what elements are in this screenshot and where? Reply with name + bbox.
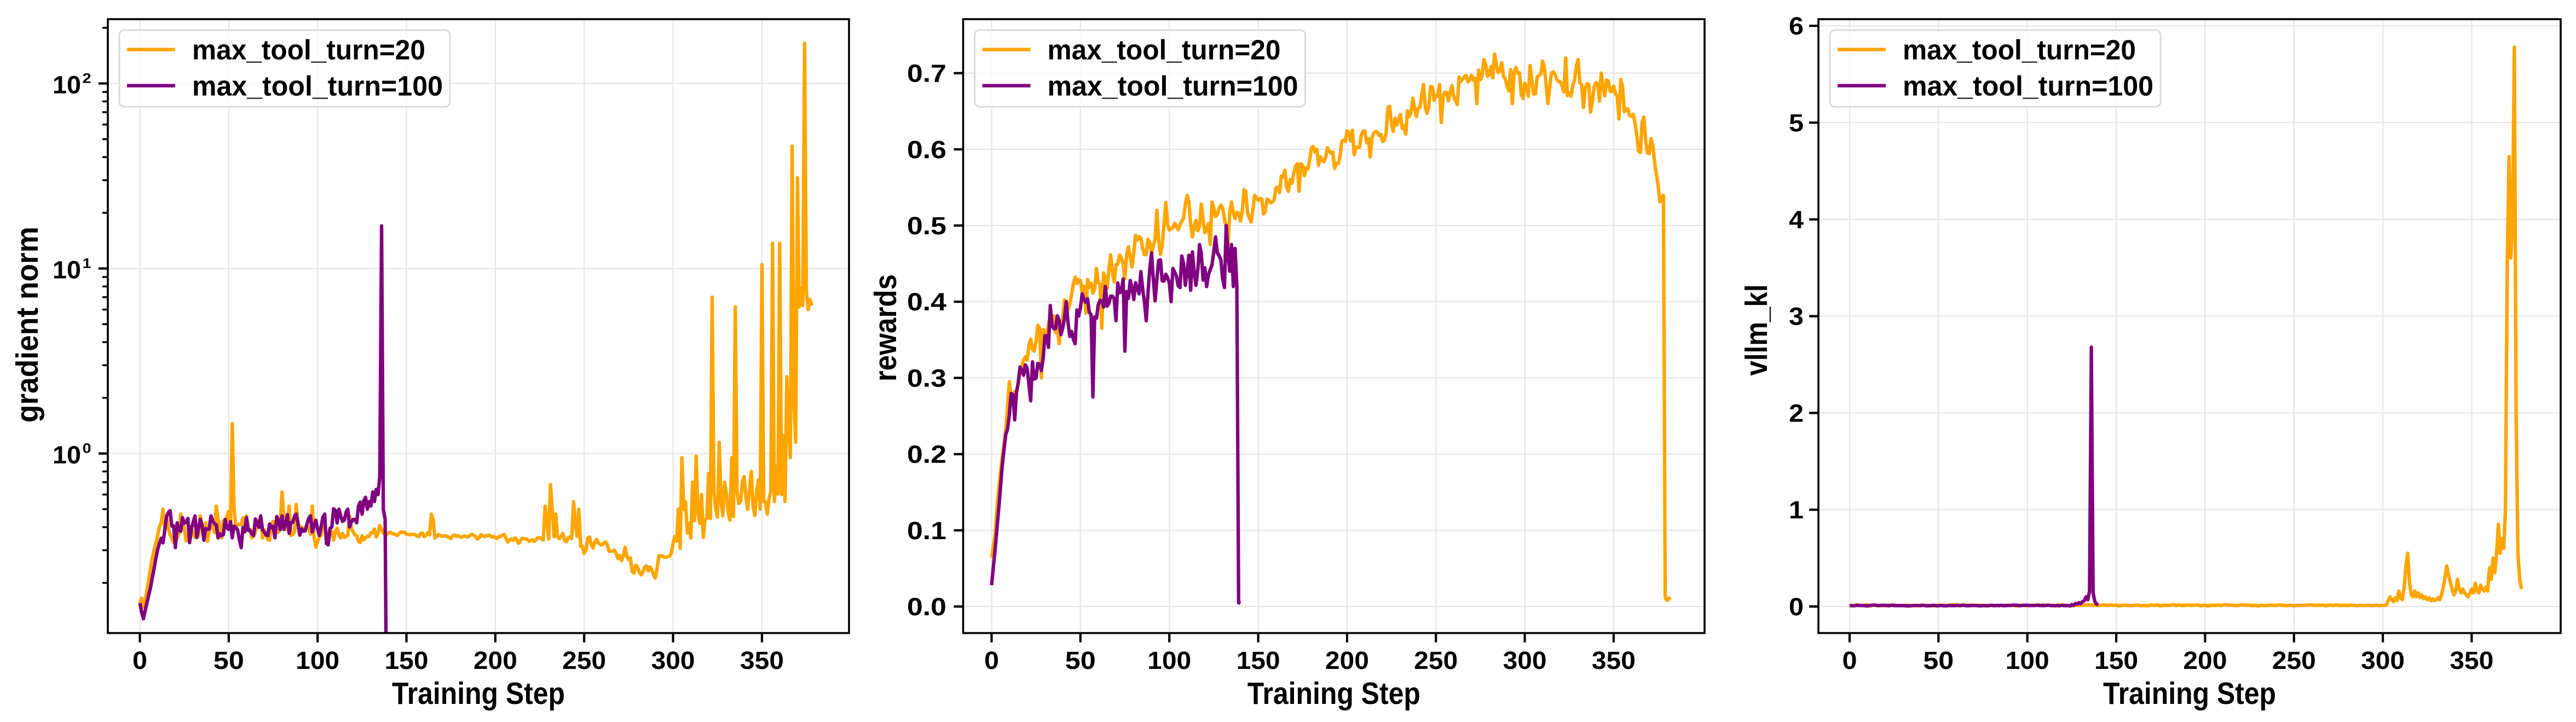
svg-text:150: 150 [385, 646, 429, 674]
svg-text:150: 150 [2094, 646, 2138, 674]
svg-text:0: 0 [83, 441, 91, 457]
svg-text:0.5: 0.5 [907, 212, 946, 240]
svg-text:0: 0 [1843, 646, 1857, 674]
svg-text:4: 4 [1789, 206, 1804, 234]
svg-text:max_tool_turn=100: max_tool_turn=100 [1903, 71, 2153, 102]
svg-text:250: 250 [562, 646, 606, 674]
svg-text:2: 2 [1789, 399, 1804, 427]
svg-text:100: 100 [1147, 646, 1191, 674]
svg-text:2: 2 [83, 71, 91, 86]
svg-text:0.6: 0.6 [907, 136, 946, 164]
svg-text:200: 200 [1325, 646, 1369, 674]
svg-text:0.1: 0.1 [907, 517, 946, 545]
svg-text:200: 200 [2183, 646, 2227, 674]
svg-text:50: 50 [213, 646, 244, 674]
svg-text:350: 350 [1592, 646, 1636, 674]
svg-text:350: 350 [2450, 646, 2493, 674]
svg-text:100: 100 [2006, 646, 2049, 674]
svg-text:vllm_kl: vllm_kl [1739, 285, 1774, 376]
svg-text:100: 100 [296, 646, 339, 674]
svg-text:5: 5 [1789, 109, 1804, 137]
svg-text:max_tool_turn=20: max_tool_turn=20 [1048, 34, 1281, 66]
svg-text:max_tool_turn=20: max_tool_turn=20 [192, 34, 425, 66]
svg-text:max_tool_turn=20: max_tool_turn=20 [1903, 34, 2136, 66]
svg-text:max_tool_turn=100: max_tool_turn=100 [192, 71, 443, 102]
svg-text:0: 0 [132, 646, 147, 674]
svg-text:0.2: 0.2 [907, 441, 946, 469]
svg-text:300: 300 [2361, 646, 2405, 674]
svg-text:0.0: 0.0 [907, 593, 946, 621]
svg-text:6: 6 [1789, 12, 1804, 40]
svg-text:0: 0 [984, 646, 999, 674]
svg-text:0: 0 [1789, 593, 1804, 621]
svg-text:0.4: 0.4 [907, 288, 947, 316]
svg-text:Training Step: Training Step [1247, 676, 1420, 711]
svg-text:max_tool_turn=100: max_tool_turn=100 [1048, 71, 1298, 102]
svg-text:200: 200 [473, 646, 517, 674]
svg-text:50: 50 [1065, 646, 1096, 674]
svg-text:300: 300 [651, 646, 695, 674]
svg-text:250: 250 [1414, 646, 1458, 674]
svg-text:1: 1 [83, 256, 91, 272]
svg-text:10: 10 [53, 256, 81, 284]
svg-text:10: 10 [53, 71, 81, 99]
svg-text:250: 250 [2272, 646, 2316, 674]
svg-text:300: 300 [1503, 646, 1547, 674]
svg-text:3: 3 [1789, 303, 1804, 331]
svg-text:150: 150 [1237, 646, 1280, 674]
svg-text:50: 50 [1923, 646, 1954, 674]
svg-text:1: 1 [1789, 496, 1804, 524]
svg-text:Training Step: Training Step [392, 676, 565, 711]
svg-text:Training Step: Training Step [2103, 676, 2276, 711]
svg-text:0.3: 0.3 [907, 364, 946, 392]
svg-text:350: 350 [740, 646, 784, 674]
svg-text:rewards: rewards [868, 274, 903, 382]
svg-text:gradient norm: gradient norm [10, 227, 44, 423]
svg-text:0.7: 0.7 [907, 60, 946, 88]
svg-text:10: 10 [53, 441, 81, 469]
